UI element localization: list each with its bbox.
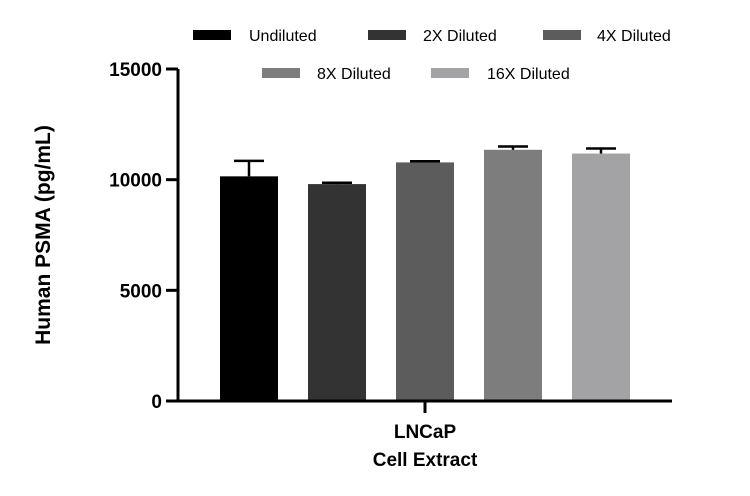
legend-label: 2X Diluted	[423, 28, 497, 45]
legend-swatch	[262, 68, 300, 78]
y-tick-label: 15000	[109, 60, 162, 81]
legend-swatch	[543, 30, 581, 40]
bar-4x-diluted	[396, 162, 454, 401]
y-tick-label: 10000	[109, 171, 162, 192]
axes	[176, 69, 672, 413]
y-tick-label: 0	[151, 392, 162, 413]
x-category-labels: LNCaP Cell Extract	[373, 422, 478, 471]
legend-swatch	[368, 30, 406, 40]
y-ticks: 0 5000 10000 15000	[109, 60, 178, 413]
legend-swatch	[431, 68, 469, 78]
bar-16x-diluted	[572, 153, 630, 401]
bar-2x-diluted	[308, 184, 366, 401]
legend-swatch	[193, 30, 231, 40]
bar-undiluted	[220, 176, 278, 401]
x-category-label-line2: Cell Extract	[373, 450, 478, 471]
legend-label: Undiluted	[249, 28, 317, 45]
y-axis-title: Human PSMA (pg/mL)	[32, 125, 55, 345]
x-category-label-line1: LNCaP	[394, 422, 457, 443]
legend: Undiluted 2X Diluted 4X Diluted 8X Diluted 1…	[193, 28, 671, 83]
bar-8x-diluted	[484, 149, 542, 401]
legend-label: 16X Diluted	[487, 66, 570, 83]
error-bars	[234, 145, 616, 185]
legend-label: 8X Diluted	[317, 66, 391, 83]
y-tick-label: 5000	[120, 281, 162, 302]
bars	[220, 149, 630, 401]
legend-label: 4X Diluted	[597, 28, 671, 45]
